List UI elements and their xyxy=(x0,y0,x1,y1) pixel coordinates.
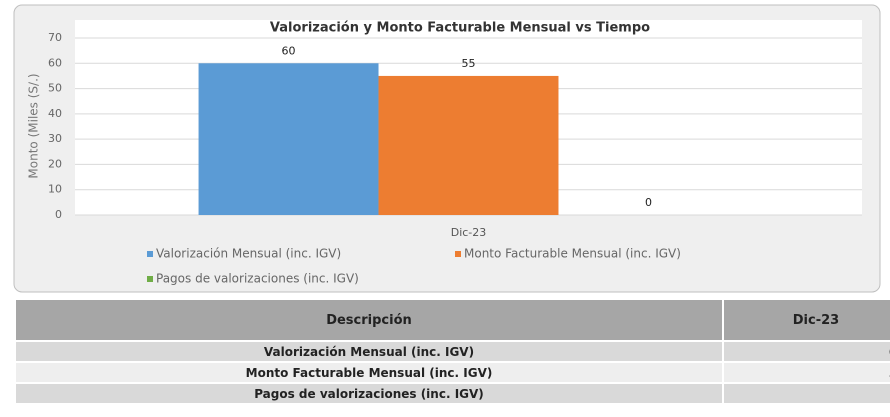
legend-label: Valorización Mensual (inc. IGV) xyxy=(156,247,341,261)
y-tick-label: 30 xyxy=(48,132,62,145)
y-tick-label: 50 xyxy=(48,82,62,95)
row-label: Monto Facturable Mensual (inc. IGV) xyxy=(16,363,722,382)
legend-swatch xyxy=(147,276,153,282)
bar xyxy=(378,75,559,215)
y-tick-label: 70 xyxy=(48,31,62,44)
bar xyxy=(198,63,379,216)
row-label: Pagos de valorizaciones (inc. IGV) xyxy=(16,384,722,403)
y-tick-label: 20 xyxy=(48,157,62,170)
table-row: Valorización Mensual (inc. IGV)60 xyxy=(16,342,890,361)
row-value: 60 xyxy=(724,342,890,361)
chart-title: Valorización y Monto Facturable Mensual … xyxy=(270,21,650,36)
x-tick-label: Dic-23 xyxy=(451,226,487,239)
y-tick-label: 0 xyxy=(55,208,62,221)
header-cell: Dic-23 xyxy=(724,300,890,340)
header-row: Descripción Dic-23 xyxy=(16,300,890,340)
chart: Valorización y Monto Facturable Mensual … xyxy=(13,4,881,293)
header-cell: Descripción xyxy=(16,300,722,340)
table-row: Pagos de valorizaciones (inc. IGV) xyxy=(16,384,890,403)
table-row: Monto Facturable Mensual (inc. IGV)55 xyxy=(16,363,890,382)
y-tick-label: 40 xyxy=(48,107,62,120)
legend-swatch xyxy=(147,251,153,257)
y-axis-label: Monto (Miles (S/.) xyxy=(27,73,41,178)
y-tick-label: 60 xyxy=(48,56,62,69)
y-tick-label: 10 xyxy=(48,183,62,196)
data-label: 60 xyxy=(282,44,296,57)
data-label: 0 xyxy=(645,196,652,209)
row-value: 55 xyxy=(724,363,890,382)
legend-label: Monto Facturable Mensual (inc. IGV) xyxy=(464,247,681,261)
data-label: 55 xyxy=(462,57,476,70)
row-label: Valorización Mensual (inc. IGV) xyxy=(16,342,722,361)
row-value xyxy=(724,384,890,403)
legend-label: Pagos de valorizaciones (inc. IGV) xyxy=(156,272,359,286)
data-table: Descripción Dic-23 Valorización Mensual (i… xyxy=(14,298,890,405)
legend-swatch xyxy=(455,251,461,257)
